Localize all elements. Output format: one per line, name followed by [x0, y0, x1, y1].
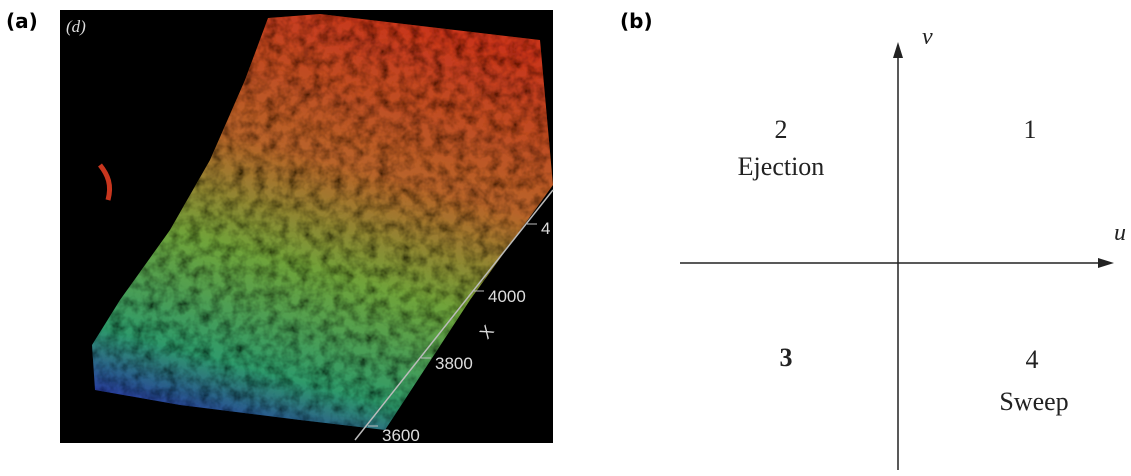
- quadrant-name: Ejection: [738, 152, 825, 181]
- quadrant-number: 3: [780, 343, 793, 372]
- axis-label: v: [922, 24, 933, 50]
- tick-label: 4: [541, 219, 550, 238]
- inset-label: (d): [66, 17, 86, 36]
- panel-label: (b): [620, 9, 653, 33]
- panel-label: (a): [6, 9, 38, 33]
- tick-label: 4000: [488, 287, 526, 306]
- tick-label: 3800: [435, 354, 473, 373]
- quadrant-number: 1: [1024, 115, 1037, 144]
- quadrant-name: Sweep: [999, 387, 1068, 416]
- quadrant-number: 4: [1026, 345, 1039, 374]
- axis-label: u: [1114, 220, 1126, 246]
- quadrant-number: 2: [775, 115, 788, 144]
- tick-label: 3600: [382, 426, 420, 445]
- figure: (a) (d) 4 4000 X 3800 3600 (b) v u 1 2 E…: [0, 0, 1131, 476]
- arrow-head: [1098, 258, 1114, 268]
- arrow-head: [893, 42, 903, 58]
